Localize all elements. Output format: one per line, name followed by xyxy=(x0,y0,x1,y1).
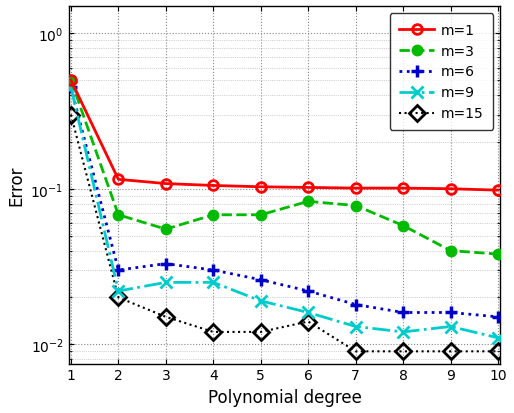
m=1 xyxy=(115,178,121,183)
m=6 xyxy=(305,289,311,294)
m=1 xyxy=(448,187,454,192)
m=9 xyxy=(448,324,454,329)
m=6 xyxy=(210,268,216,273)
Line: m=3: m=3 xyxy=(66,76,503,259)
m=3 xyxy=(68,78,74,83)
m=1 xyxy=(305,185,311,190)
m=15 xyxy=(400,349,406,354)
m=6 xyxy=(448,310,454,315)
m=1 xyxy=(258,185,264,190)
m=9 xyxy=(495,335,501,340)
m=6 xyxy=(353,302,359,307)
m=15 xyxy=(353,349,359,354)
m=6 xyxy=(163,261,169,266)
m=15 xyxy=(210,330,216,335)
m=1 xyxy=(68,78,74,83)
m=9 xyxy=(258,299,264,304)
Line: m=15: m=15 xyxy=(65,110,504,357)
m=1 xyxy=(400,186,406,191)
m=3 xyxy=(305,199,311,204)
m=15 xyxy=(305,319,311,324)
m=1 xyxy=(163,182,169,187)
m=9 xyxy=(210,280,216,285)
m=3 xyxy=(115,213,121,218)
m=3 xyxy=(400,223,406,228)
Line: m=9: m=9 xyxy=(65,83,504,344)
m=15 xyxy=(115,295,121,300)
m=6 xyxy=(400,310,406,315)
m=9 xyxy=(353,324,359,329)
m=6 xyxy=(495,315,501,320)
m=1 xyxy=(495,188,501,193)
m=3 xyxy=(353,204,359,209)
Line: m=6: m=6 xyxy=(65,82,504,323)
m=15 xyxy=(495,349,501,354)
m=1 xyxy=(210,183,216,188)
m=9 xyxy=(305,310,311,315)
m=3 xyxy=(495,252,501,257)
m=15 xyxy=(448,349,454,354)
m=9 xyxy=(400,330,406,335)
m=9 xyxy=(163,280,169,285)
m=3 xyxy=(163,227,169,232)
m=15 xyxy=(163,315,169,320)
m=15 xyxy=(258,330,264,335)
Y-axis label: Error: Error xyxy=(7,165,25,206)
X-axis label: Polynomial degree: Polynomial degree xyxy=(208,388,361,406)
m=6 xyxy=(68,85,74,90)
m=3 xyxy=(210,213,216,218)
m=6 xyxy=(258,278,264,282)
m=1 xyxy=(353,186,359,191)
m=3 xyxy=(258,213,264,218)
m=15 xyxy=(68,113,74,118)
m=9 xyxy=(115,289,121,294)
m=6 xyxy=(115,268,121,273)
Legend: m=1, m=3, m=6, m=9, m=15: m=1, m=3, m=6, m=9, m=15 xyxy=(390,14,493,131)
Line: m=1: m=1 xyxy=(66,76,503,195)
m=3 xyxy=(448,249,454,254)
m=9 xyxy=(68,85,74,90)
